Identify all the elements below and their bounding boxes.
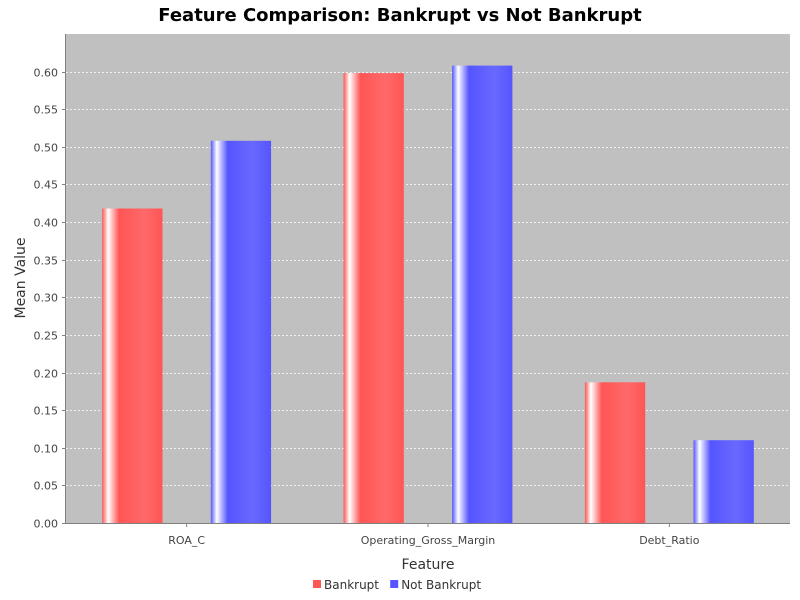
legend-swatch <box>390 580 399 588</box>
y-tick-label: 0.25 <box>34 330 59 343</box>
y-tick-label: 0.50 <box>34 142 59 155</box>
y-tick-label: 0.35 <box>34 255 59 268</box>
bars <box>102 65 754 524</box>
legend-swatch <box>313 580 321 588</box>
x-ticks: ROA_C Operating_Gross_Margin Debt_Ratio <box>168 523 700 547</box>
x-axis-label: Feature <box>402 557 455 573</box>
bar-not-bankrupt-debt_ratio <box>693 440 754 523</box>
legend: Bankrupt Not Bankrupt <box>313 578 481 592</box>
y-tick-label: 0.45 <box>34 179 59 192</box>
chart-title: Feature Comparison: Bankrupt vs Not Bank… <box>158 5 642 26</box>
y-tick-label: 0.20 <box>34 368 59 381</box>
y-tick-label: 0.00 <box>34 518 59 531</box>
y-tick-label: 0.55 <box>34 104 59 117</box>
y-tick-label: 0.60 <box>34 67 59 80</box>
y-tick-label: 0.10 <box>34 443 59 456</box>
y-ticks: 0.00 0.05 0.10 0.15 0.20 0.25 0.30 0.35 0.40 0.45… <box>34 67 66 531</box>
bar-not-bankrupt-operating_gross_margin <box>452 65 513 523</box>
x-tick-label: ROA_C <box>168 534 205 547</box>
y-axis-label: Mean Value <box>13 237 29 318</box>
bar-bankrupt-roa_c <box>102 208 163 523</box>
x-tick-label: Operating_Gross_Margin <box>361 534 496 547</box>
bar-bankrupt-operating_gross_margin <box>343 73 404 523</box>
legend-label: Bankrupt <box>324 578 379 592</box>
legend-label: Not Bankrupt <box>401 578 481 592</box>
bar-not-bankrupt-roa_c <box>210 140 272 524</box>
x-tick-label: Debt_Ratio <box>639 534 700 547</box>
plot-area <box>66 34 790 523</box>
y-tick-label: 0.05 <box>34 480 59 493</box>
y-tick-label: 0.30 <box>34 292 59 305</box>
gridlines <box>66 72 790 486</box>
y-tick-label: 0.15 <box>34 405 59 418</box>
y-tick-label: 0.40 <box>34 217 59 230</box>
bar-bankrupt-debt_ratio <box>584 382 646 523</box>
